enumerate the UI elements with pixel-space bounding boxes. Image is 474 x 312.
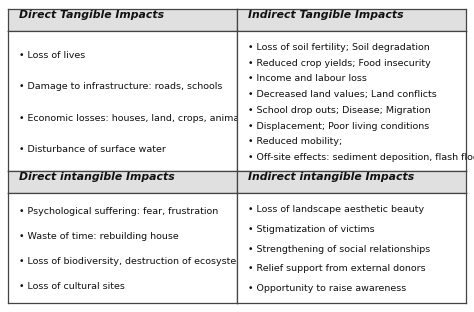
Text: • Displacement; Poor living conditions: • Displacement; Poor living conditions bbox=[248, 122, 430, 130]
Text: Direct Tangible Impacts: Direct Tangible Impacts bbox=[19, 10, 164, 20]
Text: • Stigmatization of victims: • Stigmatization of victims bbox=[248, 225, 375, 234]
Text: • Economic losses: houses, land, crops, animals: • Economic losses: houses, land, crops, … bbox=[19, 114, 247, 123]
Text: • Damage to infrastructure: roads, schools: • Damage to infrastructure: roads, schoo… bbox=[19, 82, 223, 91]
Text: • Decreased land values; Land conflicts: • Decreased land values; Land conflicts bbox=[248, 90, 437, 99]
Text: • Loss of soil fertility; Soil degradation: • Loss of soil fertility; Soil degradati… bbox=[248, 43, 430, 52]
Text: Direct intangible Impacts: Direct intangible Impacts bbox=[19, 172, 175, 182]
Text: • Opportunity to raise awareness: • Opportunity to raise awareness bbox=[248, 284, 407, 293]
Text: • Reduced mobility;: • Reduced mobility; bbox=[248, 137, 343, 146]
Text: • Loss of cultural sites: • Loss of cultural sites bbox=[19, 282, 125, 291]
Text: • Psychological suffering: fear, frustration: • Psychological suffering: fear, frustra… bbox=[19, 207, 219, 217]
Text: • Reduced crop yields; Food insecurity: • Reduced crop yields; Food insecurity bbox=[248, 59, 431, 67]
Text: Indirect Tangible Impacts: Indirect Tangible Impacts bbox=[248, 10, 404, 20]
Text: • Loss of landscape aesthetic beauty: • Loss of landscape aesthetic beauty bbox=[248, 205, 425, 214]
Text: • Loss of biodiversity, destruction of ecosystems: • Loss of biodiversity, destruction of e… bbox=[19, 257, 251, 266]
Text: • Income and labour loss: • Income and labour loss bbox=[248, 74, 367, 83]
Text: • School drop outs; Disease; Migration: • School drop outs; Disease; Migration bbox=[248, 106, 431, 115]
Text: • Disturbance of surface water: • Disturbance of surface water bbox=[19, 145, 166, 154]
Text: • Off-site effects: sediment deposition, flash floods: • Off-site effects: sediment deposition,… bbox=[248, 153, 474, 162]
Text: • Strengthening of social relationships: • Strengthening of social relationships bbox=[248, 245, 431, 254]
Text: • Loss of lives: • Loss of lives bbox=[19, 51, 86, 60]
Text: Indirect intangible Impacts: Indirect intangible Impacts bbox=[248, 172, 415, 182]
Text: • Waste of time: rebuilding house: • Waste of time: rebuilding house bbox=[19, 232, 179, 241]
Text: • Relief support from external donors: • Relief support from external donors bbox=[248, 264, 426, 273]
